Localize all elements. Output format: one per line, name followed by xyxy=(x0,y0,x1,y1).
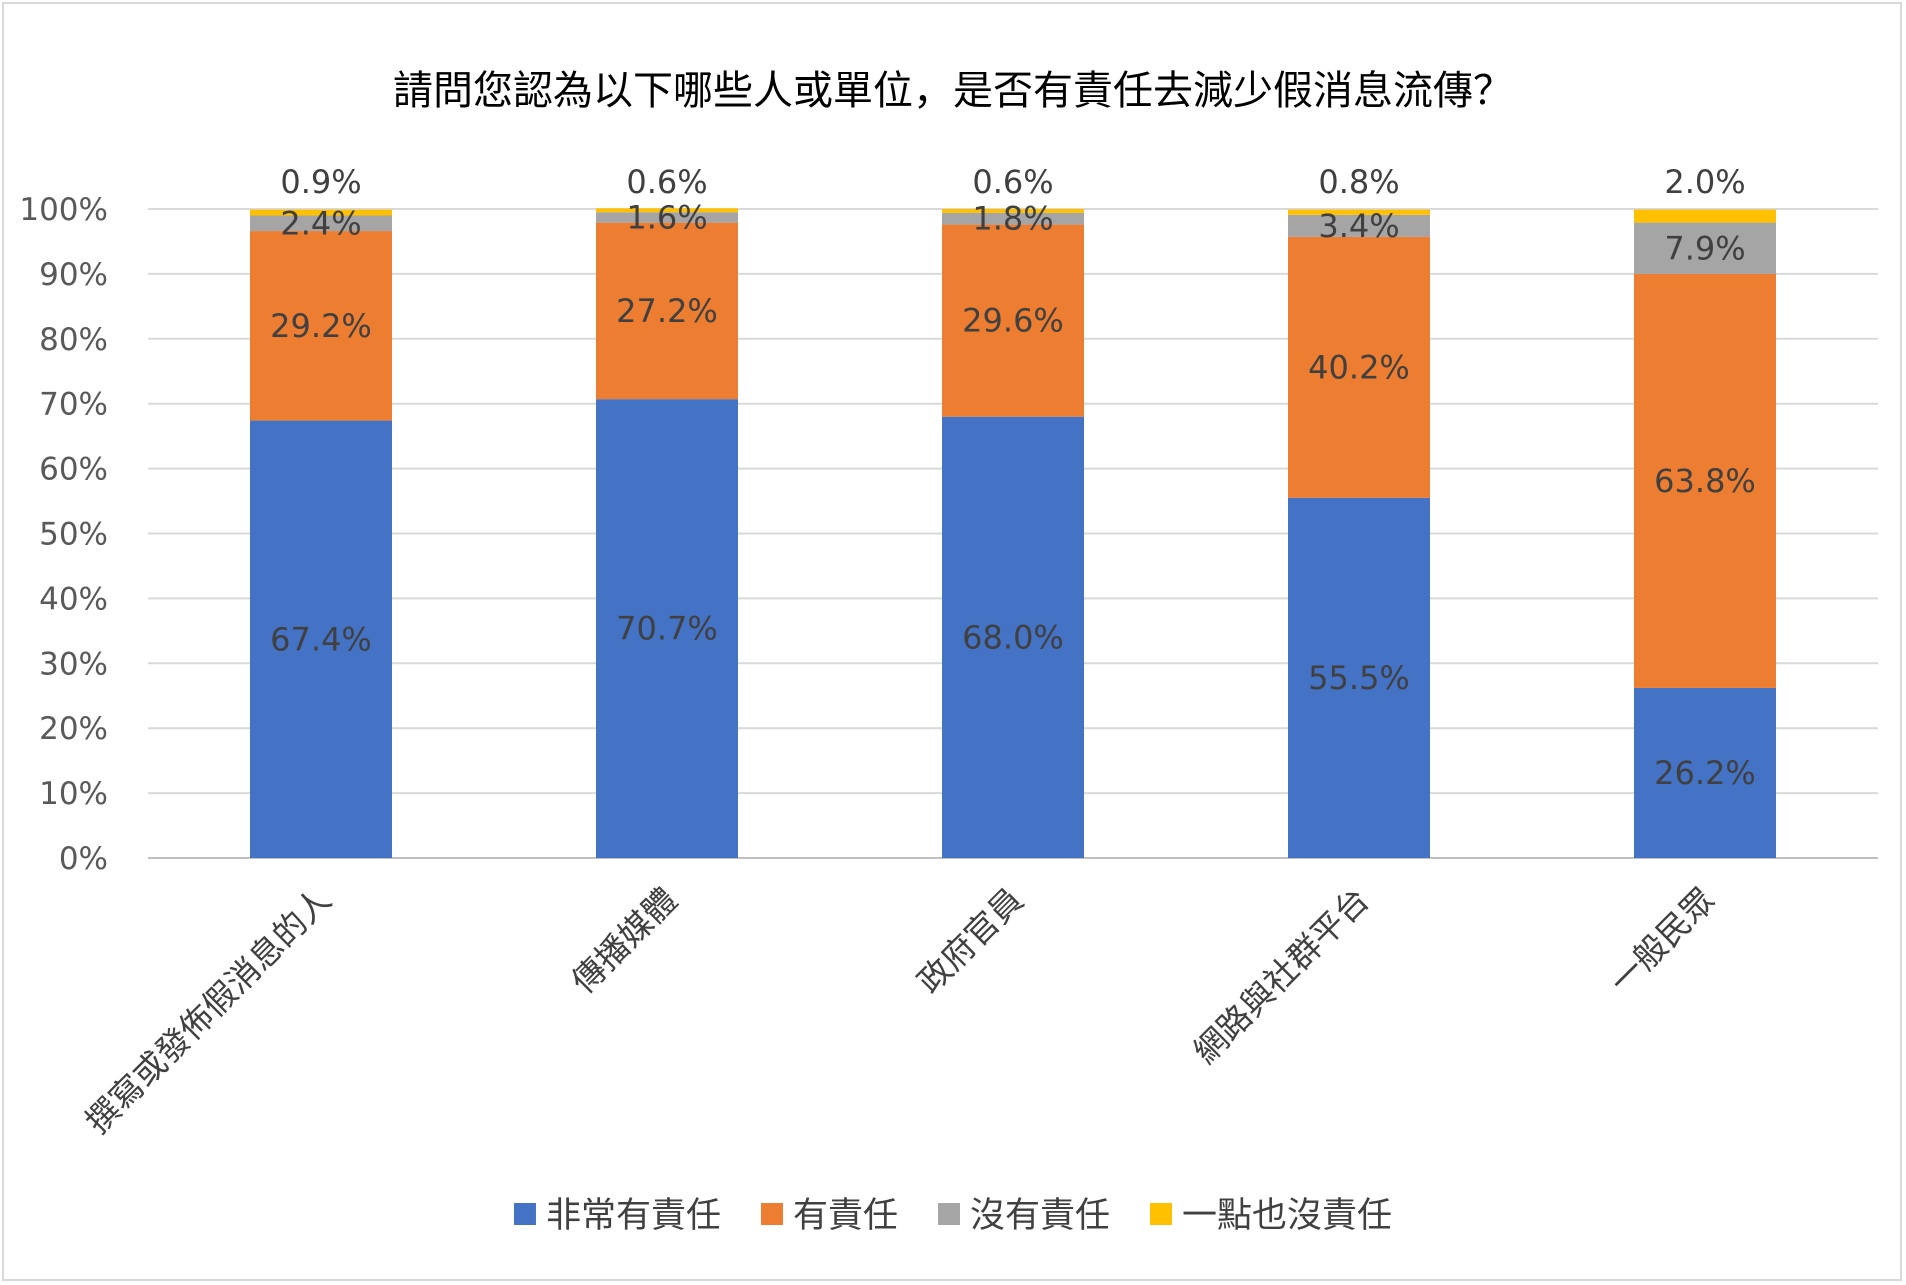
data-label: 26.2% xyxy=(1654,754,1756,792)
data-labels: 67.4%29.2%2.4%0.9%70.7%27.2%1.6%0.6%68.0… xyxy=(270,163,1756,792)
y-tick-label: 70% xyxy=(39,387,108,423)
bar-segment xyxy=(1634,273,1776,688)
x-category-label: 傳播媒體 xyxy=(564,880,685,1001)
data-label: 29.2% xyxy=(270,307,372,345)
bar-segment xyxy=(1634,222,1776,274)
y-tick-label: 50% xyxy=(39,517,108,553)
bar-segment xyxy=(1288,236,1430,498)
bar-segment xyxy=(250,231,392,421)
x-category-label: 網路與社群平台 xyxy=(1186,880,1377,1071)
bar-segment xyxy=(250,215,392,232)
y-tick-label: 40% xyxy=(39,581,108,617)
data-label: 67.4% xyxy=(270,620,372,658)
data-label: 55.5% xyxy=(1308,659,1410,697)
bar-segment xyxy=(1288,497,1430,858)
data-label: 0.6% xyxy=(626,163,707,201)
x-axis-categories: 撰寫或發佈假消息的人 傳播媒體 政府官員 網路與社群平台 一般民眾 xyxy=(78,880,1723,1141)
bar-segment xyxy=(250,209,392,216)
data-label: 63.8% xyxy=(1654,462,1756,500)
bar-segment xyxy=(1288,214,1430,237)
data-label: 0.6% xyxy=(972,163,1053,201)
bar-segment xyxy=(596,222,738,400)
y-tick-label: 30% xyxy=(39,646,108,682)
y-tick-label: 20% xyxy=(39,711,108,747)
x-category-label: 一般民眾 xyxy=(1602,880,1723,1001)
legend-swatch xyxy=(513,1203,536,1225)
legend-label: 有責任 xyxy=(793,1196,898,1236)
legend-swatch xyxy=(1150,1203,1173,1225)
data-label: 40.2% xyxy=(1308,348,1410,386)
y-tick-label: 10% xyxy=(39,776,108,812)
bar-segment xyxy=(1634,209,1776,223)
data-label: 2.0% xyxy=(1664,163,1745,201)
bar-segment xyxy=(942,212,1084,225)
chart-title: 請問您認為以下哪些人或單位，是否有責任去減少假消息流傳？ xyxy=(393,68,1513,114)
legend-label: 非常有責任 xyxy=(546,1196,721,1236)
data-label: 0.8% xyxy=(1318,163,1399,201)
data-label: 1.6% xyxy=(626,198,707,236)
y-tick-label: 100% xyxy=(19,192,108,228)
y-tick-label: 60% xyxy=(39,452,108,488)
bar-segment xyxy=(596,399,738,858)
legend: 非常有責任 有責任 沒有責任 一點也沒責任 xyxy=(513,1196,1392,1236)
data-label: 27.2% xyxy=(616,292,718,330)
y-tick-label: 0% xyxy=(59,841,108,877)
bar-segment xyxy=(1634,687,1776,858)
legend-label: 沒有責任 xyxy=(970,1196,1110,1236)
bar-segment xyxy=(596,212,738,223)
bar-segment xyxy=(942,416,1084,858)
bar-segment xyxy=(596,208,738,213)
data-label: 0.9% xyxy=(280,163,361,201)
y-tick-label: 80% xyxy=(39,322,108,358)
bar-segment xyxy=(250,420,392,858)
x-category-label: 政府官員 xyxy=(910,880,1031,1001)
bar-segment xyxy=(942,209,1084,213)
data-label: 70.7% xyxy=(616,610,718,648)
bars xyxy=(250,208,1776,858)
legend-label: 一點也沒責任 xyxy=(1182,1196,1392,1236)
data-label: 3.4% xyxy=(1318,207,1399,245)
data-label: 2.4% xyxy=(280,204,361,242)
y-axis-ticks: 0% 10% 20% 30% 40% 50% 60% 70% 80% 90% 100% xyxy=(19,192,108,877)
bar-segment xyxy=(1288,209,1430,215)
data-label: 7.9% xyxy=(1664,229,1745,267)
legend-swatch xyxy=(938,1203,960,1225)
legend-swatch xyxy=(760,1203,783,1225)
data-label: 68.0% xyxy=(962,618,1064,656)
bar-segment xyxy=(942,224,1084,417)
x-category-label: 撰寫或發佈假消息的人 xyxy=(78,880,339,1141)
data-label: 1.8% xyxy=(972,200,1053,238)
y-tick-label: 90% xyxy=(39,257,108,293)
data-label: 29.6% xyxy=(962,302,1064,340)
